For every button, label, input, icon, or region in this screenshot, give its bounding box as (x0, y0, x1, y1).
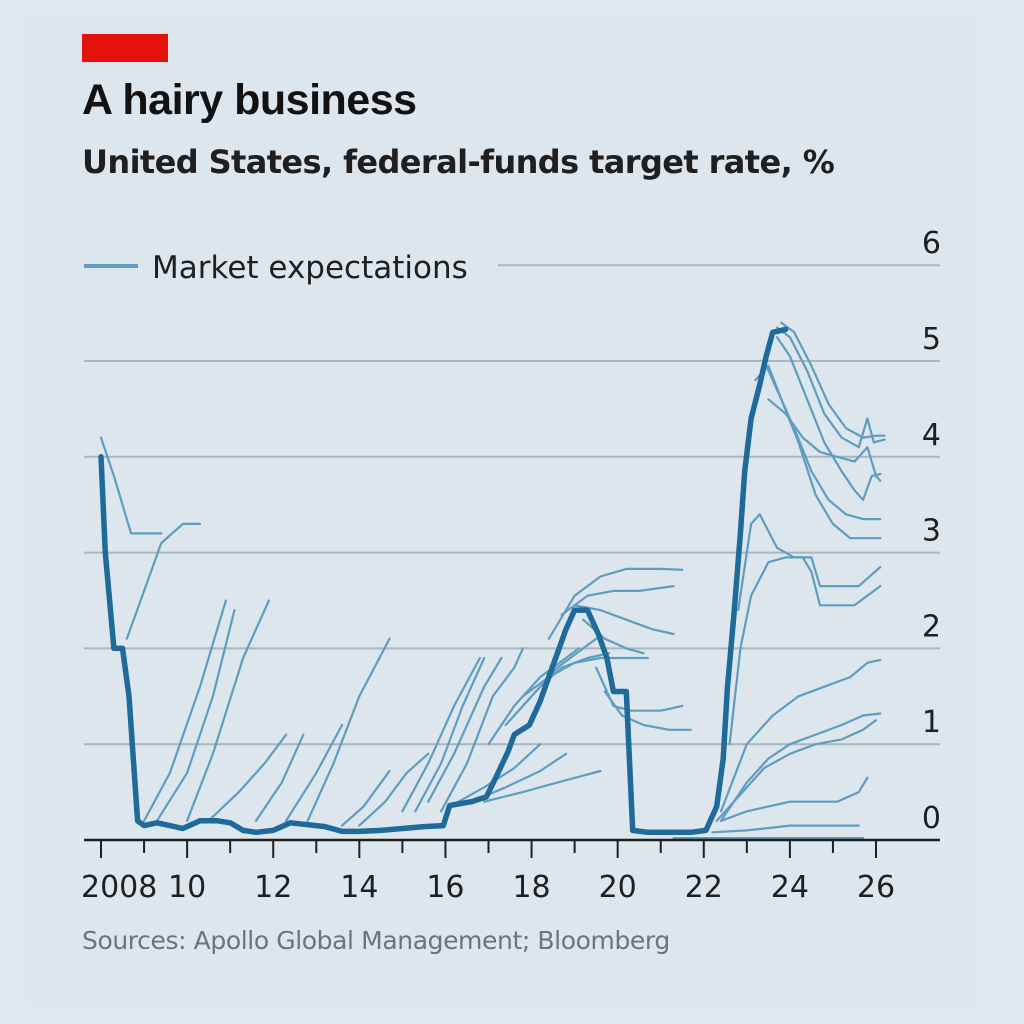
y-tick-label-6: 6 (922, 226, 941, 261)
expectation-line-15 (440, 647, 524, 813)
x-tick-label-2012: 12 (254, 870, 292, 905)
expectation-line-27 (595, 666, 684, 712)
expectation-line-9 (306, 637, 391, 822)
expectation-line-41 (775, 326, 886, 449)
expectation-lines (99, 321, 886, 840)
expectation-line-18 (483, 769, 602, 803)
expectation-line-1 (99, 436, 163, 535)
x-tick-label-2020: 20 (599, 870, 637, 905)
expectation-line-12 (401, 656, 481, 813)
expectation-line-34 (719, 658, 882, 813)
expectation-line-19 (487, 647, 580, 746)
x-tick-label-2016: 16 (426, 870, 464, 905)
expectation-line-2 (125, 522, 202, 640)
chart-title: A hairy business (82, 76, 417, 124)
x-tick-label-2008: 2008 (81, 870, 157, 905)
expectation-line-32 (715, 719, 878, 822)
x-tick-label-2024: 24 (771, 870, 809, 905)
source-note: Sources: Apollo Global Management; Bloom… (82, 926, 670, 955)
y-tick-label-3: 3 (922, 514, 941, 549)
expectation-line-21 (513, 652, 611, 717)
expectation-line-20 (504, 637, 598, 727)
actual-rate-line (98, 326, 789, 836)
actual-rate-line-group (98, 326, 789, 836)
expectation-line-36 (737, 513, 882, 612)
expectation-line-7 (254, 733, 305, 822)
expectation-line-42 (780, 321, 886, 439)
expectation-line-13 (414, 656, 486, 813)
chart-subtitle: United States, federal-funds target rate… (82, 143, 835, 181)
expectation-line-23 (547, 567, 684, 640)
x-tick-label-2018: 18 (512, 870, 550, 905)
expectation-line-33 (719, 712, 882, 822)
expectation-line-39 (767, 398, 882, 482)
expectation-line-37 (754, 364, 882, 540)
y-tick-label-5: 5 (922, 322, 941, 357)
expectation-line-31 (719, 776, 869, 822)
x-tick-label-2022: 22 (685, 870, 723, 905)
expectation-line-10 (341, 769, 391, 827)
legend: Market expectations (84, 250, 468, 286)
expectation-line-8 (285, 723, 344, 822)
expectation-line-6 (207, 733, 288, 822)
expectation-line-11 (358, 752, 430, 827)
expectation-line-30 (711, 824, 860, 834)
expectation-line-3 (143, 599, 227, 822)
y-tick-label-1: 1 (922, 705, 941, 740)
legend-label: Market expectations (152, 250, 468, 286)
expectation-line-38 (763, 359, 882, 521)
brand-accent-bar (82, 34, 168, 62)
y-axis-labels: 0 1 2 3 4 5 6 (922, 226, 941, 836)
expectation-line-28 (603, 690, 692, 731)
x-tick-label-2014: 14 (340, 870, 378, 905)
expectation-line-4 (155, 609, 236, 822)
expectation-line-24 (560, 585, 675, 616)
expectation-line-5 (186, 599, 270, 822)
expectation-line-25 (573, 604, 675, 636)
expectation-line-40 (775, 336, 882, 501)
x-tick-label-2026: 26 (857, 870, 895, 905)
y-tick-label-2: 2 (922, 609, 941, 644)
expectation-line-16 (457, 743, 542, 803)
expectation-line-22 (521, 656, 649, 698)
x-axis: 2008 10 12 14 16 18 20 22 24 26 (81, 838, 940, 905)
expectation-line-14 (427, 656, 503, 803)
x-tick-label-2010: 10 (168, 870, 206, 905)
y-tick-label-0: 0 (922, 801, 941, 836)
y-tick-label-4: 4 (922, 418, 941, 453)
